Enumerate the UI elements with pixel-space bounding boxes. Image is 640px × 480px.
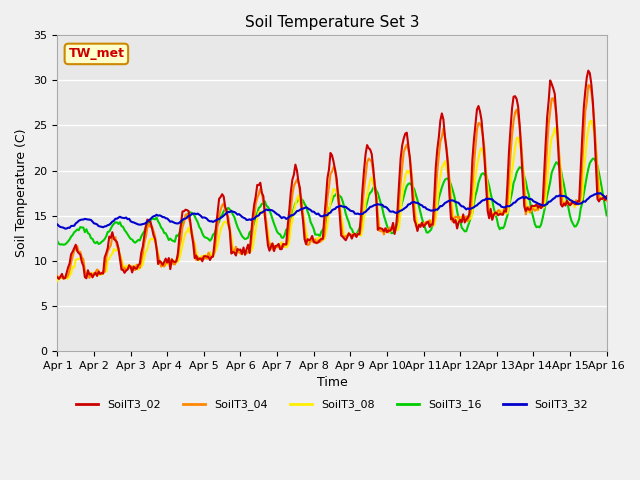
SoilT3_32 bbox=[594, 190, 602, 196]
SoilT3_08 bbox=[366, 178, 374, 183]
Line: SoilT3_04: SoilT3_04 bbox=[58, 85, 607, 279]
SoilT3_32 bbox=[398, 207, 406, 213]
SoilT3_04 bbox=[368, 159, 376, 165]
SoilT3_04 bbox=[386, 225, 394, 230]
SoilT3_32 bbox=[603, 195, 611, 201]
X-axis label: Time: Time bbox=[317, 376, 348, 389]
SoilT3_04 bbox=[70, 248, 78, 253]
Line: SoilT3_02: SoilT3_02 bbox=[58, 71, 607, 279]
SoilT3_04 bbox=[54, 273, 61, 279]
Text: TW_met: TW_met bbox=[68, 48, 124, 60]
SoilT3_16 bbox=[537, 222, 545, 228]
SoilT3_08 bbox=[69, 264, 77, 270]
SoilT3_02 bbox=[55, 276, 63, 282]
SoilT3_02 bbox=[386, 228, 394, 234]
SoilT3_04 bbox=[603, 198, 611, 204]
SoilT3_16 bbox=[398, 200, 406, 205]
SoilT3_16 bbox=[157, 225, 165, 230]
SoilT3_32 bbox=[368, 204, 376, 210]
SoilT3_02 bbox=[368, 151, 376, 157]
SoilT3_02 bbox=[70, 245, 78, 251]
SoilT3_08 bbox=[603, 195, 611, 201]
SoilT3_32 bbox=[386, 209, 394, 215]
Title: Soil Temperature Set 3: Soil Temperature Set 3 bbox=[244, 15, 419, 30]
SoilT3_08 bbox=[588, 118, 595, 124]
SoilT3_02 bbox=[54, 275, 61, 280]
SoilT3_16 bbox=[603, 213, 611, 218]
SoilT3_04 bbox=[537, 203, 545, 208]
SoilT3_02 bbox=[584, 68, 592, 73]
SoilT3_08 bbox=[385, 228, 392, 234]
SoilT3_02 bbox=[603, 193, 611, 199]
SoilT3_08 bbox=[397, 207, 404, 213]
SoilT3_04 bbox=[398, 165, 406, 170]
Legend: SoilT3_02, SoilT3_04, SoilT3_08, SoilT3_16, SoilT3_32: SoilT3_02, SoilT3_04, SoilT3_08, SoilT3_… bbox=[71, 395, 593, 415]
Line: SoilT3_08: SoilT3_08 bbox=[58, 121, 607, 281]
SoilT3_02 bbox=[537, 205, 545, 211]
SoilT3_32 bbox=[54, 222, 61, 228]
Y-axis label: Soil Temperature (C): Soil Temperature (C) bbox=[15, 129, 28, 257]
Line: SoilT3_16: SoilT3_16 bbox=[58, 158, 607, 245]
SoilT3_02 bbox=[398, 143, 406, 148]
SoilT3_04 bbox=[584, 83, 592, 88]
SoilT3_16 bbox=[589, 156, 596, 161]
Line: SoilT3_32: SoilT3_32 bbox=[58, 193, 607, 228]
SoilT3_08 bbox=[156, 259, 163, 265]
SoilT3_04 bbox=[55, 276, 63, 282]
SoilT3_16 bbox=[368, 189, 376, 194]
SoilT3_16 bbox=[54, 239, 61, 244]
SoilT3_32 bbox=[157, 213, 165, 219]
SoilT3_16 bbox=[70, 229, 78, 235]
SoilT3_16 bbox=[60, 242, 67, 248]
SoilT3_04 bbox=[157, 264, 165, 269]
SoilT3_08 bbox=[536, 204, 543, 210]
SoilT3_32 bbox=[537, 202, 545, 208]
SoilT3_02 bbox=[157, 260, 165, 265]
SoilT3_16 bbox=[386, 228, 394, 234]
SoilT3_32 bbox=[70, 223, 78, 228]
SoilT3_32 bbox=[61, 226, 69, 231]
SoilT3_08 bbox=[54, 278, 61, 284]
